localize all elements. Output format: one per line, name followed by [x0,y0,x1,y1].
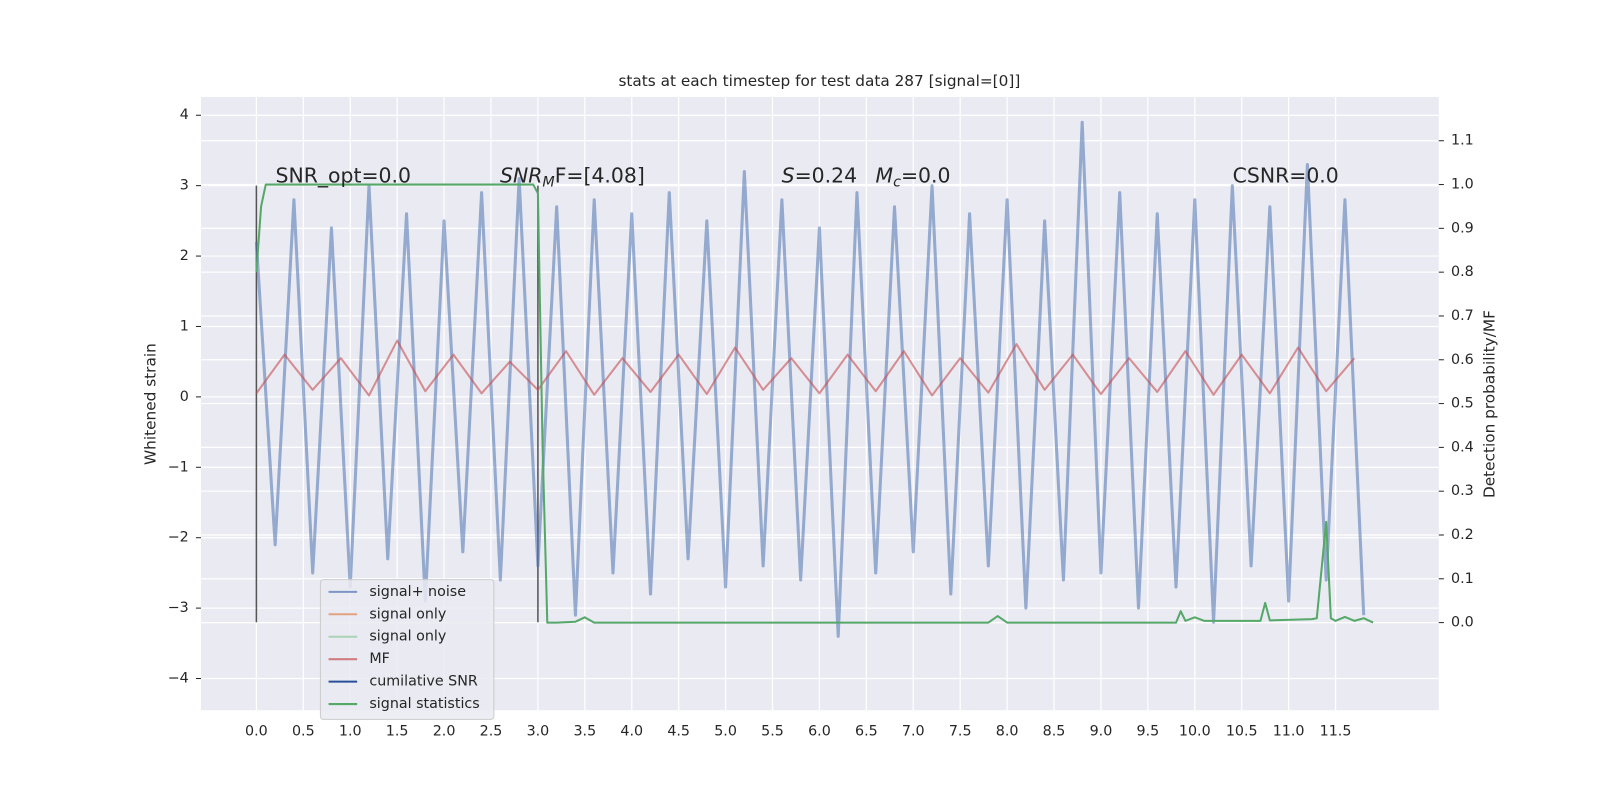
x-tick-label: 5.0 [714,724,737,740]
legend-label: signal only [369,606,446,622]
y-tick-label: 1 [180,318,189,334]
y2-tick-label: 0.1 [1451,571,1474,587]
x-tick-label: 3.0 [527,724,550,740]
annotation-text: CSNR=0.0 [1233,164,1339,188]
y2-tick-label: 0.2 [1451,527,1474,543]
y2-tick-label: 1.1 [1451,133,1474,149]
y2-tick-label: 0.4 [1451,439,1474,455]
x-tick-label: 1.0 [339,724,362,740]
annotation-base: S [782,164,795,188]
x-tick-label: 6.5 [855,724,878,740]
x-tick-label: 10.5 [1226,724,1258,740]
x-tick-label: 5.5 [761,724,784,740]
legend-label: signal+ noise [369,584,466,600]
legend-label: MF [369,651,390,667]
series-line [255,183,1374,624]
y2-axis-label: Detection probability/MF [1480,310,1498,498]
x-tick-label: 9.5 [1137,724,1160,740]
x-tick-label: 2.0 [433,724,456,740]
annotation: S=0.24 [782,164,857,188]
annotation-rest: =0.0 [901,164,951,188]
annotation-text: SNR_opt=0.0 [276,164,412,189]
x-tick-label: 4.0 [620,724,643,740]
annotation: SNR_opt=0.0 [276,164,412,189]
x-tick-label: 9.0 [1090,724,1113,740]
x-tick-label: 8.0 [996,724,1019,740]
annotation: SNRMF=[4.08] [500,164,645,191]
y-tick-label: 0 [180,389,189,405]
y2-tick-label: 1.0 [1451,177,1474,193]
y2-tick-label: 0.0 [1451,615,1474,631]
series-line [255,339,1356,397]
legend-label: cumilative SNR [369,674,477,690]
annotation-sub: M [542,175,554,191]
x-tick-label: 11.0 [1273,724,1305,740]
annotation-rest: =0.24 [795,164,858,188]
y2-tick-label: 0.9 [1451,220,1474,236]
x-tick-label: 7.0 [902,724,925,740]
y2-tick-label: 0.3 [1451,483,1474,499]
y2-tick-label: 0.8 [1451,264,1474,280]
annotation: CSNR=0.0 [1233,164,1339,188]
legend-label: signal statistics [369,696,479,712]
annotation: Mc=0.0 [876,164,951,191]
x-tick-label: 8.5 [1043,724,1066,740]
x-tick-label: 6.0 [808,724,831,740]
x-tick-label: 7.5 [949,724,972,740]
y-tick-label: 2 [180,248,189,264]
annotation-rest: F=[4.08] [555,164,645,188]
x-tick-label: 2.5 [480,724,503,740]
annotation-base: M [876,164,894,188]
y-tick-label: −2 [168,530,189,546]
y-tick-label: −1 [168,459,189,475]
x-tick-label: 1.5 [386,724,409,740]
x-tick-label: 3.5 [573,724,596,740]
legend-label: signal only [369,629,446,645]
x-tick-label: 11.5 [1320,724,1352,740]
x-tick-label: 4.5 [667,724,690,740]
legend-box [319,579,495,720]
y-tick-label: 3 [180,178,189,194]
x-tick-label: 0.5 [292,724,315,740]
y2-tick-label: 0.7 [1451,308,1474,324]
x-tick-label: 0.0 [245,724,268,740]
y2-tick-label: 0.6 [1451,352,1474,368]
y-tick-label: −3 [168,600,189,616]
y-tick-label: 4 [180,107,189,123]
y-axis-label: Whitened strain [142,343,160,465]
y-tick-label: −4 [168,671,189,687]
x-tick-label: 10.0 [1179,724,1211,740]
series-line [254,120,1366,638]
y2-tick-label: 0.5 [1451,396,1474,412]
chart-title: stats at each timestep for test data 287… [618,72,1020,90]
annotation-base: SNR [500,164,542,188]
annotation-sub: c [893,175,901,191]
